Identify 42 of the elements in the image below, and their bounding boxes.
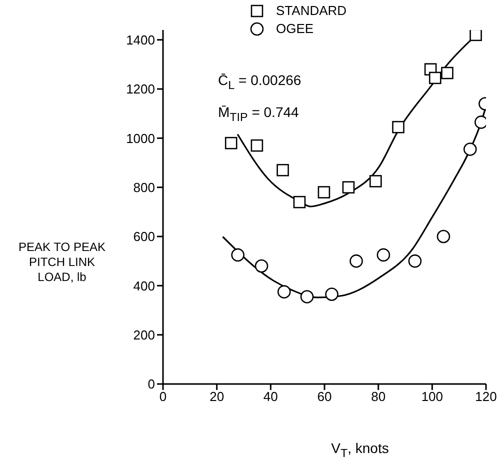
y-tick-label: 0: [148, 376, 155, 392]
point: [231, 248, 244, 262]
point: [224, 136, 238, 150]
point: [300, 290, 314, 304]
y-tick-label: 1400: [126, 32, 155, 48]
point: [318, 186, 330, 198]
y-tick-label: 200: [133, 327, 155, 342]
legend-label: STANDARD: [276, 2, 347, 20]
point: [277, 285, 291, 298]
x-tick-label: 60: [317, 389, 332, 404]
point: [463, 142, 477, 156]
point: [293, 196, 306, 208]
point: [254, 259, 268, 273]
y-tick-label: 400: [133, 278, 155, 294]
y-tick-label: 600: [133, 229, 155, 244]
legend-label: OGEE: [276, 20, 314, 38]
point: [392, 120, 404, 134]
y-axis-title: PEAK TO PEAK PITCH LINK LOAD, lb: [18, 240, 106, 285]
point: [342, 181, 355, 194]
point: [250, 139, 264, 152]
x-tick-label: 80: [371, 389, 386, 404]
annotation: M̄$_{TIP}$ = 0.744: [218, 104, 299, 124]
x-tick-label: 20: [210, 389, 224, 404]
x-tick-label: 120: [475, 389, 497, 404]
y-tick-label: 1000: [126, 130, 155, 146]
point: [436, 230, 450, 244]
x-tick-label: 100: [421, 389, 444, 404]
point: [408, 254, 422, 268]
y-tick-label: 1200: [126, 82, 155, 97]
point: [350, 254, 363, 268]
x-axis-title: V$_{T}$, knots: [330, 440, 390, 460]
point: [428, 72, 442, 84]
y-tick-label: 800: [133, 180, 155, 195]
point: [276, 164, 289, 176]
x-tick-label: 0: [159, 389, 167, 404]
point: [325, 288, 338, 301]
x-tick-label: 40: [263, 389, 278, 404]
point: [470, 30, 482, 42]
point: [441, 66, 454, 80]
point: [369, 175, 382, 188]
point: [376, 248, 390, 262]
annotation: C̄$_{L}$ = 0.00266: [218, 72, 302, 92]
